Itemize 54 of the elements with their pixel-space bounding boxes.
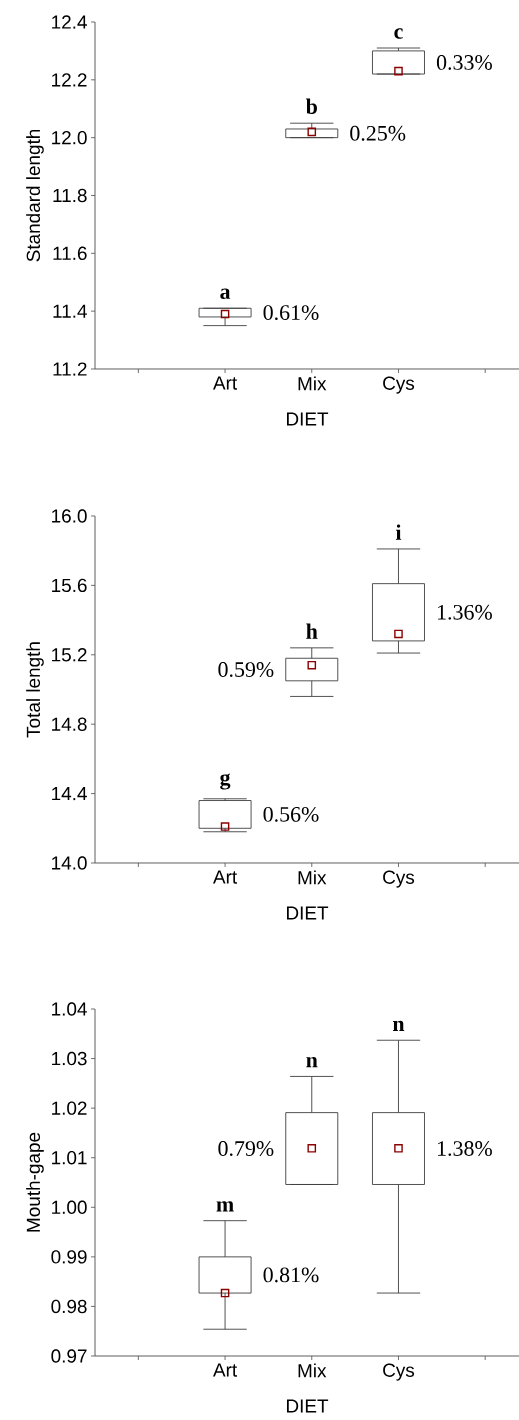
y-tick-label: 12.4 bbox=[52, 15, 87, 29]
annotation: 0.61% bbox=[263, 305, 319, 321]
annotation: m bbox=[216, 1201, 234, 1212]
y-tick-label: 1.00 bbox=[52, 1200, 87, 1214]
x-axis-title: DIET bbox=[286, 1399, 329, 1413]
y-tick-label: 0.98 bbox=[51, 1299, 87, 1314]
annotation: 0.56% bbox=[263, 806, 319, 822]
y-tick-label: 14.4 bbox=[52, 787, 87, 801]
x-axis-title: DIET bbox=[286, 412, 329, 426]
x-tick-label: Art bbox=[213, 376, 238, 390]
y-tick-label: 1.03 bbox=[52, 1051, 87, 1066]
annotation: b bbox=[305, 98, 317, 114]
y-tick-label: 11.6 bbox=[53, 246, 87, 261]
annotation: c bbox=[394, 28, 403, 39]
annotation: 0.79% bbox=[218, 1141, 274, 1156]
x-tick-label: Mix bbox=[298, 1363, 327, 1378]
annotation: i bbox=[395, 524, 402, 540]
x-tick-label: Mix bbox=[298, 376, 327, 391]
annotation: a bbox=[220, 288, 231, 300]
y-tick-label: 11.2 bbox=[53, 362, 87, 376]
y-tick-label: 11.8 bbox=[53, 188, 87, 203]
annotation: 0.59% bbox=[218, 662, 274, 677]
y-tick-label: 11.4 bbox=[53, 304, 87, 318]
y-axis-title: Total length bbox=[26, 642, 44, 738]
x-tick-label: Art bbox=[213, 1363, 238, 1377]
y-tick-label: 16.0 bbox=[52, 509, 87, 523]
annotation: g bbox=[220, 773, 231, 790]
annotation: n bbox=[392, 1020, 405, 1032]
x-tick-label: Mix bbox=[298, 870, 327, 885]
y-tick-label: 14.0 bbox=[52, 856, 87, 870]
y-axis-title: Mouth-gape bbox=[26, 1132, 44, 1232]
annotation: 0.81% bbox=[263, 1267, 319, 1283]
y-tick-label: 1.04 bbox=[52, 1002, 87, 1016]
annotation: 1.36% bbox=[438, 604, 492, 620]
y-tick-label: 1.02 bbox=[52, 1101, 87, 1115]
y-tick-label: 14.8 bbox=[52, 717, 87, 731]
x-tick-label: Cys bbox=[383, 376, 415, 394]
annotation: h bbox=[306, 623, 318, 639]
y-tick-label: 15.6 bbox=[52, 578, 87, 593]
annotation: 1.38% bbox=[438, 1141, 492, 1156]
x-tick-label: Cys bbox=[383, 1363, 415, 1381]
y-tick-label: 12.0 bbox=[52, 130, 87, 145]
annotation: 0.33% bbox=[436, 55, 492, 70]
y-axis-title: Standard length bbox=[26, 129, 44, 262]
y-tick-label: 1.01 bbox=[52, 1151, 87, 1165]
annotation: 0.25% bbox=[350, 125, 406, 141]
x-tick-label: Cys bbox=[383, 870, 415, 888]
y-tick-label: 15.2 bbox=[52, 648, 87, 662]
y-tick-label: 0.99 bbox=[51, 1250, 87, 1264]
y-tick-label: 0.97 bbox=[51, 1349, 87, 1363]
annotation: n bbox=[306, 1056, 318, 1068]
y-tick-label: 12.2 bbox=[52, 73, 87, 87]
x-axis-title: DIET bbox=[286, 906, 329, 920]
x-tick-label: Art bbox=[213, 870, 238, 884]
